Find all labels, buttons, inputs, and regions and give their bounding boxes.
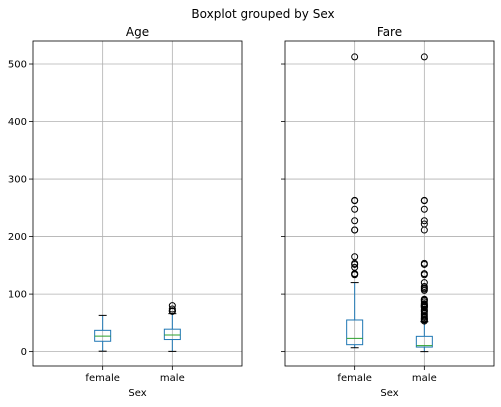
x-tick-label: male bbox=[160, 373, 185, 384]
iqr-box bbox=[415, 335, 433, 348]
outlier-point bbox=[351, 53, 359, 61]
x-tick-label: male bbox=[412, 373, 437, 384]
outlier-point bbox=[420, 295, 428, 303]
y-tick-label: 500 bbox=[8, 60, 27, 71]
outlier-point bbox=[420, 259, 428, 267]
axes-frame bbox=[32, 40, 243, 367]
x-tick-label: female bbox=[337, 373, 371, 384]
outlier-point bbox=[351, 226, 359, 234]
outlier-point bbox=[168, 305, 176, 313]
y-tick-label: 0 bbox=[21, 347, 27, 358]
box-female bbox=[94, 314, 112, 352]
outlier-point bbox=[420, 279, 428, 287]
y-tick-label: 300 bbox=[8, 175, 27, 186]
outlier-point bbox=[420, 300, 428, 308]
subplots-layer: 0 100 200 300 400 500 female male Age Sex female ma… bbox=[8, 25, 495, 399]
iqr-box bbox=[163, 328, 181, 341]
y-tick-label: 400 bbox=[8, 117, 27, 128]
figure-title: Boxplot grouped by Sex bbox=[191, 7, 334, 21]
subplot-fare: female male Fare Sex bbox=[281, 25, 495, 399]
outlier-point bbox=[420, 217, 428, 225]
x-axis-label: Sex bbox=[380, 388, 398, 399]
outlier-point bbox=[420, 53, 428, 61]
outlier-point bbox=[420, 270, 428, 278]
subplot-title: Age bbox=[126, 25, 149, 39]
subplot-title: Fare bbox=[377, 25, 402, 39]
box-female bbox=[346, 53, 364, 349]
subplot-age: 0 100 200 300 400 500 female male Age Sex bbox=[8, 25, 243, 399]
x-axis-label: Sex bbox=[128, 388, 146, 399]
outlier-point bbox=[351, 217, 359, 225]
y-tick-label: 100 bbox=[8, 290, 27, 301]
outlier-point bbox=[351, 263, 359, 271]
axes-frame bbox=[284, 40, 495, 367]
outlier-point bbox=[420, 220, 428, 228]
x-tick-label: female bbox=[85, 373, 119, 384]
outlier-point bbox=[351, 205, 359, 213]
box-male bbox=[415, 53, 433, 353]
outlier-point bbox=[168, 302, 176, 310]
box-male bbox=[163, 302, 181, 352]
iqr-box bbox=[346, 319, 364, 346]
outlier-point bbox=[351, 259, 359, 267]
outlier-point bbox=[420, 282, 428, 290]
y-tick-label: 200 bbox=[8, 232, 27, 243]
outlier-point bbox=[420, 196, 428, 204]
outlier-point bbox=[351, 196, 359, 204]
outlier-point bbox=[351, 253, 359, 261]
outlier-point bbox=[420, 205, 428, 213]
